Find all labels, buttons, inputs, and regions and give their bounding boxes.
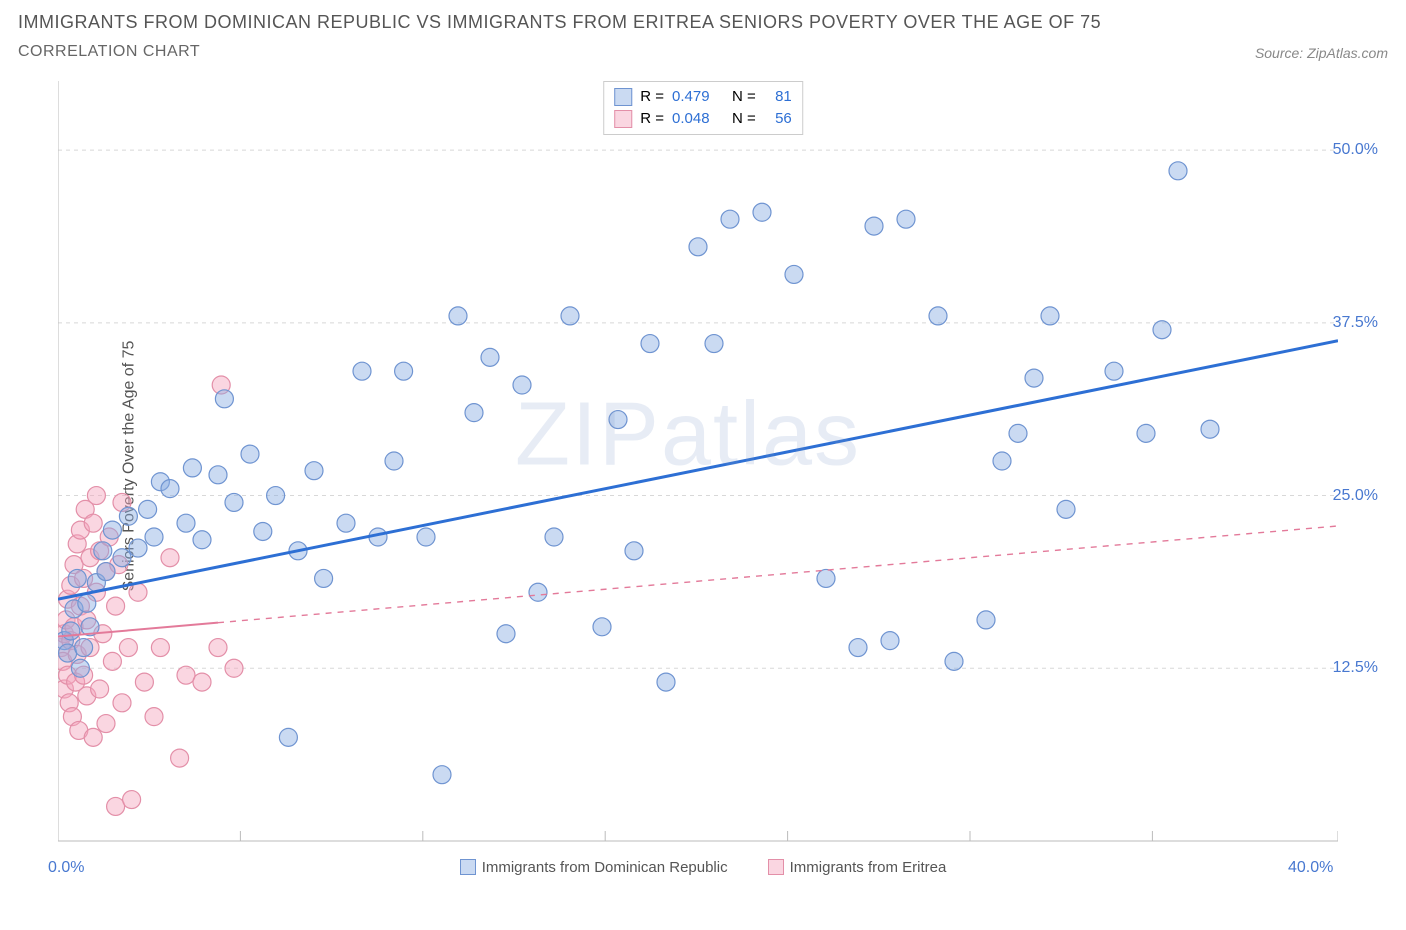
x-tick-label: 0.0% [48,859,84,877]
legend-n-label: N = [732,86,756,108]
y-tick-label: 37.5% [1333,314,1378,332]
legend-bottom-label-0: Immigrants from Dominican Republic [482,859,728,876]
legend-row-series-0: R = 0.479 N = 81 [614,86,792,108]
y-tick-label: 25.0% [1333,487,1378,505]
source-prefix: Source: [1255,45,1307,61]
chart-area: Seniors Poverty Over the Age of 75 R = 0… [18,81,1388,851]
legend-bottom-item-0: Immigrants from Dominican Republic [460,859,728,876]
chart-title: IMMIGRANTS FROM DOMINICAN REPUBLIC VS IM… [18,12,1388,33]
scatter-plot-svg [58,81,1338,851]
x-tick-label: 40.0% [1288,859,1333,877]
source-name: ZipAtlas.com [1307,45,1388,61]
legend-swatch-0 [614,88,632,106]
legend-r-value-0: 0.479 [672,86,724,108]
legend-n-value-1: 56 [764,108,792,130]
legend-bottom-label-1: Immigrants from Eritrea [790,859,947,876]
legend-correlation: R = 0.479 N = 81 R = 0.048 N = 56 [603,81,803,135]
source-attribution: Source: ZipAtlas.com [1255,45,1388,61]
legend-r-value-1: 0.048 [672,108,724,130]
legend-bottom-swatch-1 [768,859,784,875]
legend-bottom-item-1: Immigrants from Eritrea [768,859,947,876]
legend-r-label: R = [640,108,664,130]
legend-r-label: R = [640,86,664,108]
legend-n-label: N = [732,108,756,130]
legend-bottom-swatch-0 [460,859,476,875]
legend-row-series-1: R = 0.048 N = 56 [614,108,792,130]
legend-swatch-1 [614,110,632,128]
legend-n-value-0: 81 [764,86,792,108]
legend-bottom: Immigrants from Dominican Republic Immig… [18,859,1388,876]
y-tick-label: 50.0% [1333,141,1378,159]
y-tick-label: 12.5% [1333,659,1378,677]
chart-subtitle: CORRELATION CHART [18,43,200,61]
